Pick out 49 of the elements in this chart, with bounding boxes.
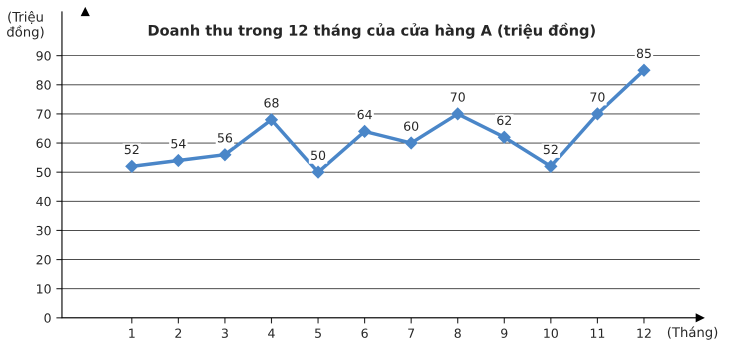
x-tick-label: 7 — [408, 328, 414, 338]
x-tick-label: 1 — [129, 328, 135, 338]
text: Doanh thu trong 12 tháng của cửa hàng A (triệu đồng) — [148, 22, 595, 39]
y-tick-label: 70 — [36, 109, 51, 119]
y-tick-label: 50 — [36, 168, 51, 178]
x-tick-label: 9 — [501, 328, 508, 338]
point — [172, 154, 185, 167]
data-label: 52 — [544, 144, 558, 154]
point — [544, 160, 558, 173]
data-label: 70 — [450, 92, 465, 102]
data-label: 68 — [264, 98, 279, 108]
data-label: 56 — [218, 133, 232, 143]
x-tick-label: 3 — [222, 328, 228, 338]
point — [218, 148, 232, 162]
y-tick-label: 30 — [36, 226, 51, 236]
data-label: 70 — [590, 92, 605, 102]
point — [498, 130, 511, 144]
data-label: 85 — [636, 48, 651, 58]
y-tick-label: 40 — [36, 196, 51, 206]
y-tick-label: 10 — [37, 284, 51, 294]
data-label: 52 — [124, 144, 139, 154]
x-tick-label: 5 — [315, 328, 321, 338]
x-tick-label: 6 — [362, 328, 368, 338]
point — [125, 160, 138, 173]
point — [404, 136, 418, 150]
point — [358, 124, 372, 138]
y-tick-label: 0 — [44, 313, 51, 323]
x-tick-label: 11 — [590, 328, 604, 338]
point — [312, 166, 324, 179]
data-label: 54 — [171, 139, 186, 148]
y-tick-label: 20 — [36, 255, 51, 264]
x-tick-label: 2 — [175, 328, 182, 338]
y-axis-title: (Triệu đồng) — [7, 11, 44, 40]
data-label: 50 — [311, 150, 326, 160]
y-tick-label: 90 — [36, 51, 51, 61]
point — [638, 64, 650, 77]
y-tick-label: 60 — [36, 138, 51, 148]
point — [590, 107, 604, 120]
data-label: 62 — [497, 116, 511, 126]
x-tick-label: 4 — [268, 328, 275, 338]
x-tick-label: 10 — [544, 328, 558, 338]
x-tick-label: 8 — [454, 328, 461, 338]
x-tick-label: 12 — [637, 328, 651, 338]
y-tick-label: 80 — [36, 80, 51, 90]
x-axis-title: (Tháng) — [668, 326, 718, 340]
data-label: 60 — [404, 121, 418, 131]
data-label: 64 — [358, 110, 372, 120]
point — [265, 113, 278, 126]
point — [451, 107, 464, 120]
